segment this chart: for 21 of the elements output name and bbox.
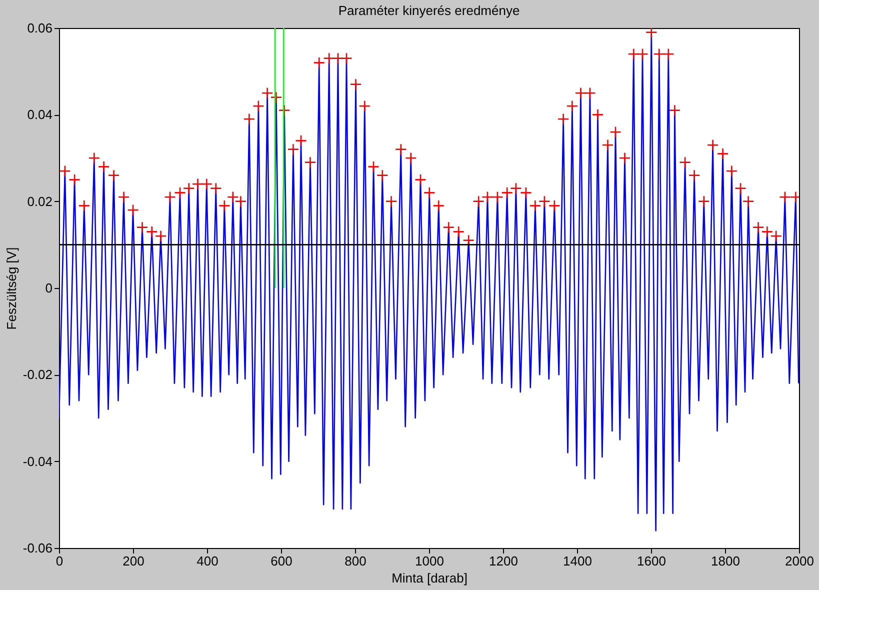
x-tick-label: 400 <box>196 554 218 568</box>
y-axis-title: Feszültség [V] <box>4 247 19 330</box>
y-tick-label: 0.02 <box>27 194 52 209</box>
x-tick-label: 1600 <box>637 554 666 568</box>
chart-title: Paraméter kinyerés eredménye <box>338 3 520 18</box>
y-tick-label: 0.04 <box>27 107 52 122</box>
y-tick-label: -0.06 <box>22 540 52 556</box>
x-tick-label: 1000 <box>415 554 444 568</box>
x-tick-label: 0 <box>56 554 64 568</box>
x-axis-title: Minta [darab] <box>392 570 468 586</box>
x-tick-label: 600 <box>270 554 292 568</box>
x-tick-label: 2000 <box>785 554 814 568</box>
y-tick-label: -0.04 <box>22 454 52 469</box>
x-tick-label: 1800 <box>711 554 740 568</box>
x-tick-label: 800 <box>344 554 366 568</box>
y-tick-label: 0.06 <box>27 20 52 36</box>
x-tick-label: 200 <box>122 554 144 568</box>
x-tick-label: 1400 <box>563 554 592 568</box>
y-tick-label: 0 <box>45 280 52 296</box>
x-tick-label: 1200 <box>489 554 518 568</box>
y-tick-label: -0.02 <box>22 367 52 382</box>
